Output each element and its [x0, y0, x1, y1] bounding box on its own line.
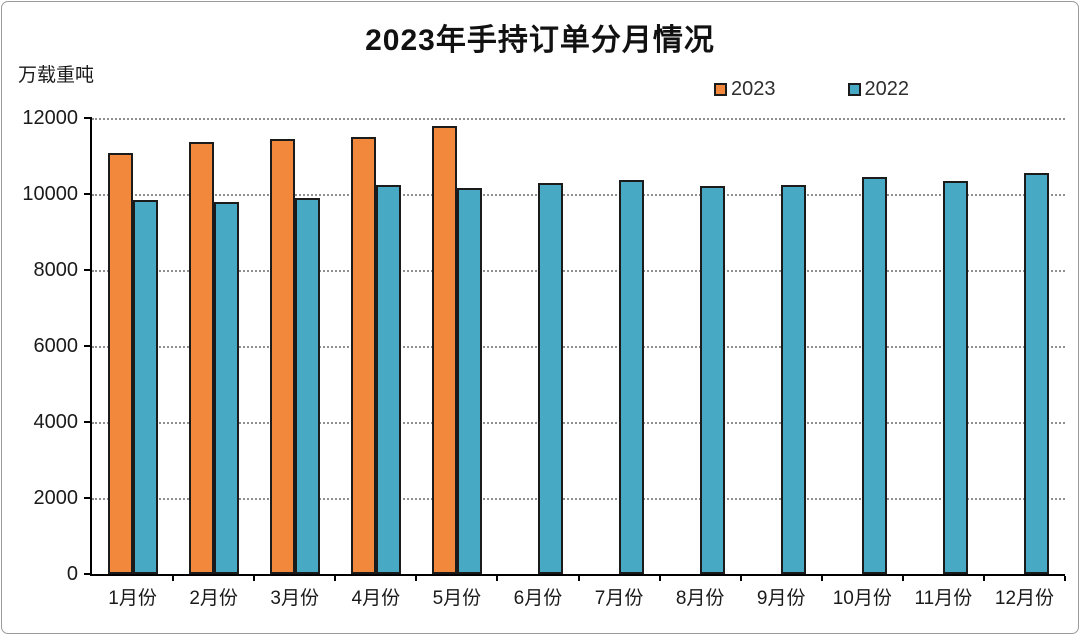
x-axis-tick-label: 9月份 — [756, 588, 806, 609]
month-slot-1: 1月份 — [92, 118, 173, 609]
x-tick-mark — [577, 576, 580, 581]
x-tick-mark — [901, 576, 904, 581]
x-axis-tick-label: 6月份 — [513, 588, 563, 609]
month-slot-9: 9月份 — [741, 118, 822, 609]
x-axis-tick-label: 3月份 — [270, 588, 319, 609]
bar-2022-month-10 — [862, 176, 888, 574]
gridline-4000 — [92, 421, 1065, 424]
bar-2022-month-6 — [537, 183, 563, 574]
month-slot-3: 3月份 — [254, 118, 335, 609]
bar-2022-month-2 — [213, 201, 239, 574]
x-axis-tick-label: 5月份 — [432, 588, 482, 609]
bar-2022-month-1 — [132, 199, 158, 574]
legend-label-2022: 2022 — [864, 78, 910, 100]
y-axis-tick-label: 8000 — [33, 258, 79, 281]
x-axis-tick-label: 8月份 — [675, 588, 725, 609]
x-axis-tick-label: 4月份 — [351, 588, 401, 609]
legend-swatch-2022 — [847, 83, 861, 96]
x-tick-mark — [820, 576, 823, 581]
month-slot-6: 6月份 — [497, 118, 578, 609]
month-slot-2: 2月份 — [173, 118, 254, 609]
y-tick-mark — [84, 117, 92, 119]
y-axis-unit-label: 万载重吨 — [18, 65, 95, 86]
x-axis-tick-label: 10月份 — [832, 588, 892, 609]
x-tick-mark — [982, 576, 985, 581]
gridline-6000 — [92, 346, 1065, 348]
bar-2022-month-4 — [375, 184, 401, 574]
chart-title: 2023年手持订单分月情况 — [365, 24, 715, 57]
bar-2023-month-4 — [350, 137, 376, 574]
y-tick-mark — [84, 497, 92, 499]
gridline-8000 — [92, 269, 1065, 272]
gridline-10000 — [92, 193, 1065, 196]
month-slot-7: 7月份 — [579, 118, 660, 609]
bar-2023-month-5 — [431, 125, 457, 574]
x-axis-tick-label: 1月份 — [108, 588, 157, 609]
month-slot-4: 4月份 — [335, 118, 416, 609]
legend: 2023 2022 — [714, 78, 909, 101]
bar-2022-month-12 — [1024, 173, 1050, 574]
bar-2022-month-8 — [700, 186, 726, 574]
legend-item-2022: 2022 — [847, 78, 910, 101]
x-axis-tick-label: 7月份 — [594, 588, 644, 609]
x-tick-mark — [739, 576, 742, 581]
x-tick-mark — [253, 576, 256, 581]
gridline-12000 — [92, 118, 1065, 120]
bar-2022-month-11 — [943, 180, 969, 574]
gridline-2000 — [92, 498, 1065, 500]
month-slot-11: 11月份 — [903, 118, 984, 609]
y-axis-tick-label: 2000 — [33, 487, 79, 509]
bar-2022-month-3 — [294, 197, 320, 574]
x-tick-mark — [415, 576, 418, 581]
bar-2022-month-5 — [456, 187, 482, 574]
y-axis-tick-label: 4000 — [33, 410, 79, 433]
x-tick-mark — [496, 576, 499, 581]
bar-2022-month-9 — [781, 184, 807, 574]
bar-2023-month-3 — [269, 138, 295, 574]
bar-2023-month-1 — [107, 152, 133, 574]
y-axis-tick-label: 10000 — [22, 182, 78, 205]
plot-area: 0 2000 4000 6000 8000 10000 12000 1月份 2月份 3月份 4月份 5… — [22, 107, 1066, 609]
y-axis-tick-label: 6000 — [33, 335, 79, 357]
bar-2022-month-7 — [619, 179, 645, 574]
x-tick-mark — [1064, 576, 1066, 581]
y-tick-mark — [84, 268, 92, 271]
y-axis-tick-label: 0 — [66, 563, 78, 585]
y-tick-mark — [84, 345, 92, 347]
x-tick-mark — [658, 576, 661, 581]
x-tick-mark — [172, 576, 175, 581]
x-axis-tick-label: 2月份 — [189, 588, 238, 609]
y-tick-mark — [84, 420, 92, 423]
x-axis-tick-label: 12月份 — [994, 588, 1055, 609]
legend-item-2023: 2023 — [714, 78, 776, 101]
month-slot-8: 8月份 — [660, 118, 741, 609]
y-axis-tick-label: 12000 — [22, 107, 78, 129]
legend-label-2023: 2023 — [731, 78, 776, 100]
month-slot-12: 12月份 — [984, 118, 1065, 609]
y-tick-mark — [84, 192, 92, 195]
y-tick-mark — [84, 573, 92, 575]
month-slot-5: 5月份 — [416, 118, 497, 609]
month-slot-10: 10月份 — [822, 118, 903, 609]
legend-swatch-2023 — [714, 83, 727, 96]
bar-2023-month-2 — [188, 142, 214, 574]
x-axis-tick-label: 11月份 — [914, 588, 973, 609]
x-tick-mark — [334, 576, 337, 581]
